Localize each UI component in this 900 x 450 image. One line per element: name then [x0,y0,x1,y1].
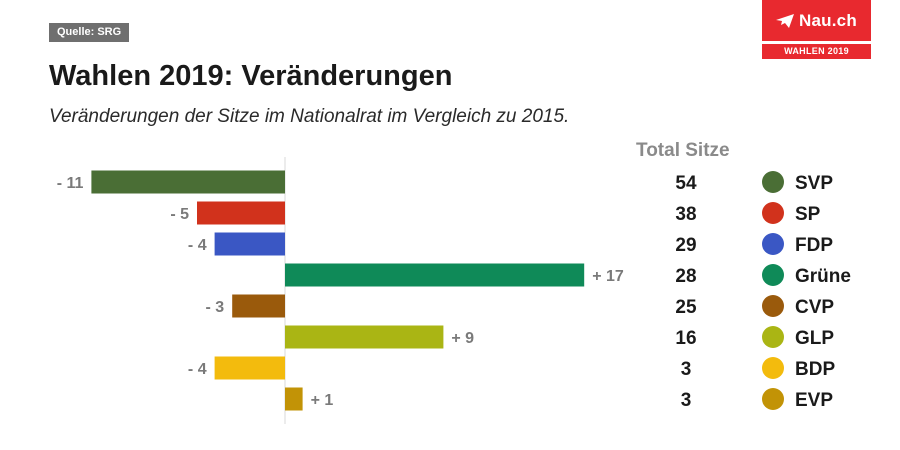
brand-logo[interactable]: Nau.ch WAHLEN 2019 [762,0,871,59]
bar-value-label: - 4 [188,237,207,254]
page-subtitle: Veränderungen der Sitze im Nationalrat i… [49,106,570,127]
source-badge: Quelle: SRG [49,23,130,42]
bar-cvp [232,294,285,318]
total-seats-value: 3 [681,359,692,380]
total-seats-value: 28 [675,266,696,287]
legend-label: BDP [795,359,835,380]
legend-swatch [762,295,784,317]
legend-swatch [762,202,784,224]
bar-fdp [214,232,285,256]
bar-value-label: + 1 [311,392,334,409]
bar-evp [285,387,303,411]
total-seats-value: 25 [675,297,697,318]
total-seats-value: 38 [675,204,696,225]
legend-swatch [762,388,784,410]
legend-label: SP [795,204,821,225]
legend-label: SVP [795,173,833,194]
legend-label: CVP [795,297,834,318]
bar-value-label: - 3 [206,299,225,316]
page-title: Wahlen 2019: Veränderungen [49,60,453,92]
legend-label: FDP [795,235,833,256]
bar-value-label: + 9 [451,330,474,347]
total-seats-value: 29 [675,235,696,256]
total-seats-value: 3 [681,390,692,411]
bar-value-label: - 5 [170,206,189,223]
legend-swatch [762,357,784,379]
bar-svp [91,170,286,194]
legend-swatch [762,264,784,286]
bar-sp [197,201,285,225]
legend-label: GLP [795,328,834,349]
total-seats-value: 16 [675,328,696,349]
bar-value-label: - 4 [188,361,207,378]
bar-value-label: + 17 [592,268,624,285]
bar-value-label: - 11 [57,175,84,192]
total-seats-header: Total Sitze [636,140,730,161]
legend-swatch [762,171,784,193]
legend-label: Grüne [795,266,851,287]
total-seats-value: 54 [675,173,697,194]
bar-glp [285,325,444,349]
brand-tag: WAHLEN 2019 [762,44,871,59]
legend-swatch [762,326,784,348]
legend-swatch [762,233,784,255]
brand-name: Nau.ch [799,10,857,30]
bar-grüne [285,263,585,287]
paper-plane-icon [776,13,795,28]
legend-label: EVP [795,390,833,411]
bar-bdp [214,356,285,380]
brand-box: Nau.ch [762,0,871,41]
